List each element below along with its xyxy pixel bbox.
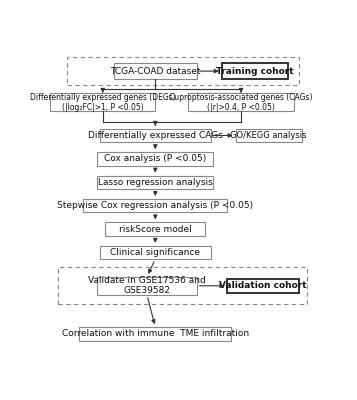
FancyBboxPatch shape (100, 246, 211, 259)
Text: Stepwise Cox regression analysis (P <0.05): Stepwise Cox regression analysis (P <0.0… (57, 201, 253, 210)
FancyBboxPatch shape (97, 152, 213, 166)
FancyBboxPatch shape (236, 129, 302, 142)
Text: Cuproptosis-associated genes (CAGs)
(|r|>0.4, P <0.05): Cuproptosis-associated genes (CAGs) (|r|… (169, 92, 313, 112)
Text: Differentially expressed genes (DEGs)
(|log₂FC|>1, P <0.05): Differentially expressed genes (DEGs) (|… (30, 92, 176, 112)
FancyBboxPatch shape (50, 93, 155, 112)
FancyBboxPatch shape (114, 63, 197, 79)
Text: GO/KEGG analysis: GO/KEGG analysis (231, 131, 307, 140)
Text: Cox analysis (P <0.05): Cox analysis (P <0.05) (104, 154, 206, 163)
FancyBboxPatch shape (97, 176, 213, 189)
Text: Differentially expressed CAGs: Differentially expressed CAGs (88, 131, 223, 140)
FancyBboxPatch shape (97, 276, 197, 295)
Text: riskScore model: riskScore model (119, 225, 192, 234)
Text: TCGA-COAD dataset: TCGA-COAD dataset (110, 66, 201, 76)
FancyBboxPatch shape (222, 63, 288, 79)
Text: Validation cohort: Validation cohort (220, 281, 307, 290)
FancyBboxPatch shape (100, 129, 211, 142)
FancyBboxPatch shape (227, 279, 299, 292)
Text: Lasso regression analysis: Lasso regression analysis (98, 178, 213, 187)
FancyBboxPatch shape (106, 222, 205, 236)
FancyBboxPatch shape (188, 93, 294, 112)
Text: Validate in GSE17536 and
GSE39582: Validate in GSE17536 and GSE39582 (88, 276, 206, 296)
FancyBboxPatch shape (79, 327, 231, 341)
Text: Correlation with immune  TME infiltration: Correlation with immune TME infiltration (62, 329, 249, 338)
Text: Training cohort: Training cohort (216, 66, 294, 76)
Text: Clinical significance: Clinical significance (110, 248, 200, 257)
FancyBboxPatch shape (83, 199, 227, 212)
